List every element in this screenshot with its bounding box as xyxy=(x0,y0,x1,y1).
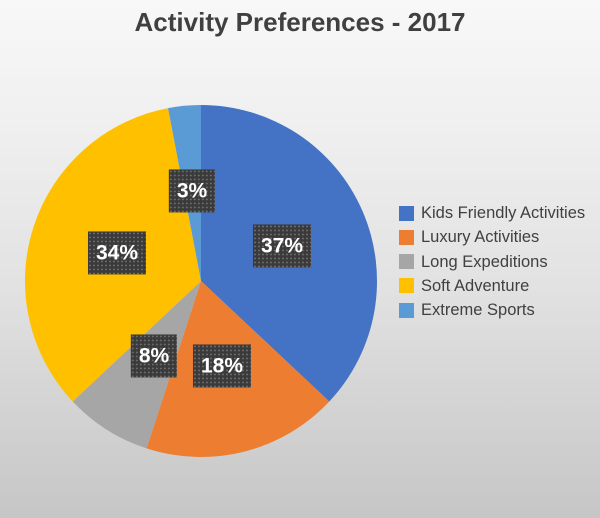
legend-label-soft-adventure: Soft Adventure xyxy=(421,276,530,295)
legend-item-soft-adventure: Soft Adventure xyxy=(399,275,591,297)
legend-item-extreme-sports: Extreme Sports xyxy=(399,299,591,321)
chart-legend: Kids Friendly Activities Luxury Activitie… xyxy=(399,202,591,323)
chart-title: Activity Preferences - 2017 xyxy=(134,7,466,37)
legend-swatch-soft-adventure xyxy=(399,278,414,294)
legend-swatch-luxury-activities xyxy=(399,229,414,245)
legend-swatch-extreme-sports xyxy=(399,302,414,318)
legend-item-long-expeditions: Long Expeditions xyxy=(399,251,591,273)
legend-item-kids-friendly-activities: Kids Friendly Activities xyxy=(399,202,591,224)
legend-label-kids-friendly-activities: Kids Friendly Activities xyxy=(421,204,586,222)
legend-swatch-kids-friendly-activities xyxy=(399,205,414,221)
legend-item-luxury-activities: Luxury Activities xyxy=(399,226,591,248)
legend-label-extreme-sports: Extreme Sports xyxy=(421,301,535,320)
legend-label-long-expeditions: Long Expeditions xyxy=(421,252,548,271)
legend-swatch-long-expeditions xyxy=(399,254,414,270)
legend-label-luxury-activities: Luxury Activities xyxy=(421,228,540,247)
